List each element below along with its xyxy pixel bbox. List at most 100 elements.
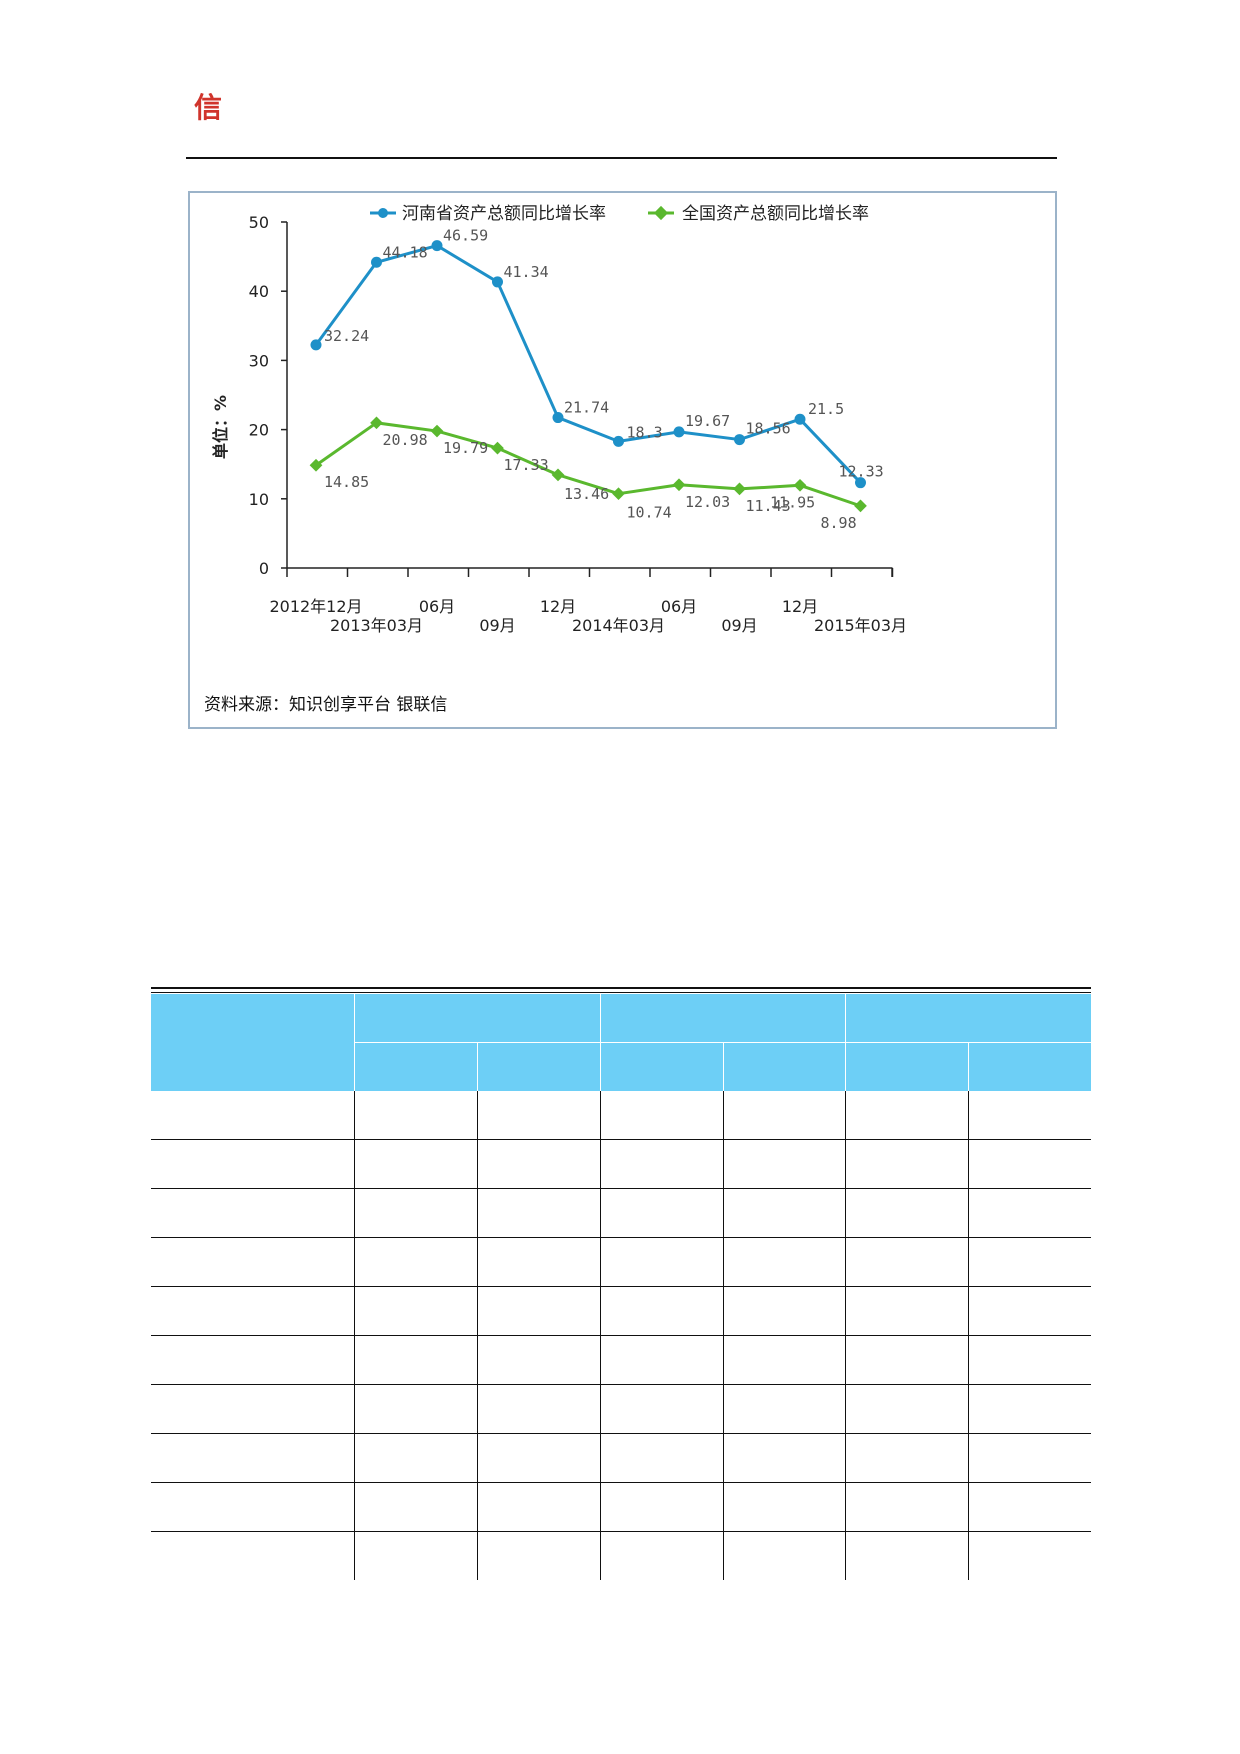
line-chart: 河南省资产总额同比增长率 全国资产总额同比增长率 单位：% 0 10 20 30 40 5… [188,191,1057,729]
data-label: 19.79 [443,439,488,457]
logo-icon: 信 [190,88,226,124]
data-label: 20.98 [383,431,428,449]
y-tick-label: 50 [249,213,269,232]
table-cell [476,1335,600,1385]
table-cell [353,1531,477,1580]
table-header-subcolumn [599,1042,723,1091]
table-cell [353,1433,477,1483]
x-tick-label: 06月 [419,597,455,616]
x-tick-label: 12月 [782,597,818,616]
table-cell [151,1482,354,1532]
table-cell [476,1139,600,1189]
table-cell [151,1139,354,1189]
data-label: 14.85 [324,473,369,491]
table-row [151,1531,1091,1580]
table-cell [599,1531,723,1580]
point-national [793,478,807,492]
data-label: 11.95 [770,493,815,511]
table-cell [599,1384,723,1434]
series-line-henan [314,244,862,484]
legend-national-label: 全国资产总额同比增长率 [682,204,869,224]
y-tick-label: 40 [249,282,269,301]
table-cell [722,1139,845,1189]
table-cell [967,1286,1091,1336]
table-cell [599,1286,723,1336]
source-note: 资料来源：知识创享平台 银联信 [204,695,447,715]
y-axis-label: 单位：% [211,395,230,459]
table-cell [722,1286,845,1336]
table-cell [844,1286,968,1336]
table-cell [353,1482,477,1532]
point-henan [673,426,685,438]
table-cell [353,1335,477,1385]
x-tick-label: 09月 [721,616,757,635]
data-table [151,987,1091,1580]
point-henan [613,435,624,447]
table-cell [353,1286,477,1336]
table-header-group [844,994,1091,1043]
table-header-subcolumn [967,1042,1091,1091]
table-cell [151,1188,354,1238]
table-top-rule [151,987,1091,993]
table-cell [844,1384,968,1434]
table-cell [844,1091,968,1140]
point-henan [855,477,866,489]
table-header-subcolumn [722,1042,845,1091]
table-cell [151,1433,354,1483]
table-cell [353,1188,477,1238]
point-national [672,478,686,492]
table-cell [476,1237,600,1287]
table-cell [722,1091,845,1140]
x-tick-label: 2012年12月 [269,597,362,616]
table-cell [722,1531,845,1580]
table-cell [967,1531,1091,1580]
table-cell [353,1139,477,1189]
point-henan [371,256,382,268]
table-cell [967,1384,1091,1434]
svg-text:信: 信 [194,91,222,124]
table-cell [476,1286,600,1336]
table-cell [151,1384,354,1434]
table-cell [353,1237,477,1287]
table-cell [722,1188,845,1238]
table-cell [151,1237,354,1287]
table-cell [476,1091,600,1140]
table-header-group [599,994,845,1043]
table-header-corner [151,994,354,1091]
series-line-national [315,421,861,508]
table-cell [151,1335,354,1385]
table-cell [844,1237,968,1287]
point-national [309,458,323,472]
table-row [151,1384,1091,1434]
header-rule [186,157,1057,159]
data-label: 18.56 [746,420,791,438]
point-national [430,424,444,438]
y-tick-label: 0 [259,559,269,578]
table-cell [722,1433,845,1483]
table-cell [476,1384,600,1434]
data-label: 13.46 [564,485,609,503]
data-label: 10.74 [627,504,672,522]
table-cell [476,1188,600,1238]
point-national [733,482,746,496]
table-cell [151,1286,354,1336]
table-cell [722,1335,845,1385]
table-header-subcolumn [844,1042,968,1091]
table-cell [967,1139,1091,1189]
point-national [612,487,625,501]
table-cell [722,1482,845,1532]
data-label: 18.3 [627,423,663,441]
point-national [370,416,383,430]
data-label: 12.33 [839,463,884,481]
table-cell [967,1188,1091,1238]
table-cell [844,1188,968,1238]
data-label: 32.24 [324,327,369,345]
table-row [151,1433,1091,1483]
table-cell [599,1482,723,1532]
point-national [551,468,565,482]
table-cell [476,1433,600,1483]
table-row [151,1091,1091,1140]
x-tick-label: 2015年03月 [814,616,907,635]
table-header-subcolumn [353,1042,477,1091]
table-cell [722,1237,845,1287]
